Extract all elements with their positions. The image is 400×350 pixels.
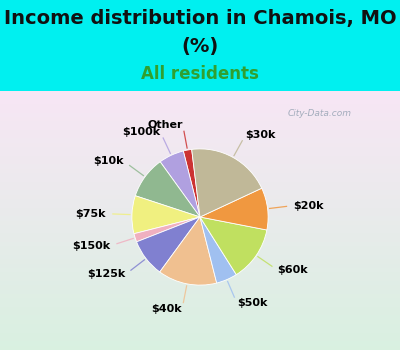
Bar <box>0 225 400 229</box>
Bar <box>0 251 400 255</box>
Bar <box>0 143 400 147</box>
Bar <box>0 91 400 95</box>
Bar <box>0 113 400 117</box>
Bar <box>0 173 400 177</box>
Text: $75k: $75k <box>76 209 106 219</box>
Bar <box>0 328 400 333</box>
Bar <box>0 333 400 337</box>
Wedge shape <box>135 162 200 217</box>
Text: $50k: $50k <box>237 299 268 308</box>
Bar <box>0 199 400 203</box>
Bar <box>0 242 400 246</box>
Bar <box>0 95 400 100</box>
Bar <box>0 285 400 289</box>
Bar <box>0 294 400 298</box>
Text: All residents: All residents <box>141 65 259 83</box>
Bar <box>0 220 400 225</box>
Bar <box>0 212 400 216</box>
Bar <box>0 324 400 328</box>
Wedge shape <box>200 217 267 275</box>
Wedge shape <box>160 217 217 285</box>
Text: $30k: $30k <box>246 130 276 140</box>
Text: $40k: $40k <box>152 304 182 314</box>
Wedge shape <box>160 151 200 217</box>
Bar <box>0 259 400 264</box>
Bar <box>0 121 400 126</box>
Bar <box>0 134 400 139</box>
Bar <box>0 139 400 143</box>
Bar <box>0 169 400 173</box>
Text: $125k: $125k <box>87 270 126 279</box>
Wedge shape <box>183 149 200 217</box>
Bar <box>0 307 400 311</box>
Bar <box>0 195 400 199</box>
Text: $100k: $100k <box>122 127 160 137</box>
Bar <box>0 315 400 320</box>
Bar <box>0 156 400 160</box>
Bar <box>0 233 400 238</box>
Bar <box>0 341 400 346</box>
Bar <box>0 320 400 324</box>
Bar <box>0 238 400 242</box>
Bar <box>0 186 400 190</box>
Bar <box>0 147 400 152</box>
Bar <box>0 346 400 350</box>
Bar <box>0 190 400 195</box>
Bar <box>0 311 400 315</box>
Text: $150k: $150k <box>72 241 110 251</box>
Text: (%): (%) <box>181 37 219 56</box>
Bar <box>0 255 400 259</box>
Bar <box>0 216 400 221</box>
Wedge shape <box>200 217 236 283</box>
Bar <box>0 164 400 169</box>
Bar <box>0 126 400 130</box>
Bar <box>0 117 400 121</box>
Bar <box>0 100 400 104</box>
Bar <box>0 104 400 108</box>
Bar <box>0 337 400 341</box>
Bar <box>0 229 400 233</box>
Bar <box>0 130 400 134</box>
Text: City-Data.com: City-Data.com <box>288 109 352 118</box>
Wedge shape <box>132 196 200 234</box>
Text: $20k: $20k <box>293 201 324 211</box>
Bar <box>0 281 400 285</box>
Bar <box>0 177 400 182</box>
Bar <box>0 264 400 268</box>
Bar <box>0 276 400 281</box>
Text: Income distribution in Chamois, MO: Income distribution in Chamois, MO <box>4 9 396 28</box>
Bar <box>0 289 400 294</box>
Bar <box>0 268 400 272</box>
Bar <box>0 298 400 302</box>
Bar <box>0 302 400 307</box>
Bar <box>0 182 400 186</box>
Bar <box>0 272 400 276</box>
Wedge shape <box>192 149 262 217</box>
Bar <box>0 160 400 164</box>
Bar <box>0 203 400 208</box>
Bar <box>0 246 400 251</box>
Wedge shape <box>134 217 200 242</box>
Bar <box>0 108 400 113</box>
Wedge shape <box>136 217 200 272</box>
Text: $10k: $10k <box>94 156 124 167</box>
Wedge shape <box>200 188 268 230</box>
Text: Other: Other <box>147 120 183 130</box>
Text: $60k: $60k <box>278 265 308 275</box>
Bar <box>0 208 400 212</box>
Bar <box>0 152 400 156</box>
